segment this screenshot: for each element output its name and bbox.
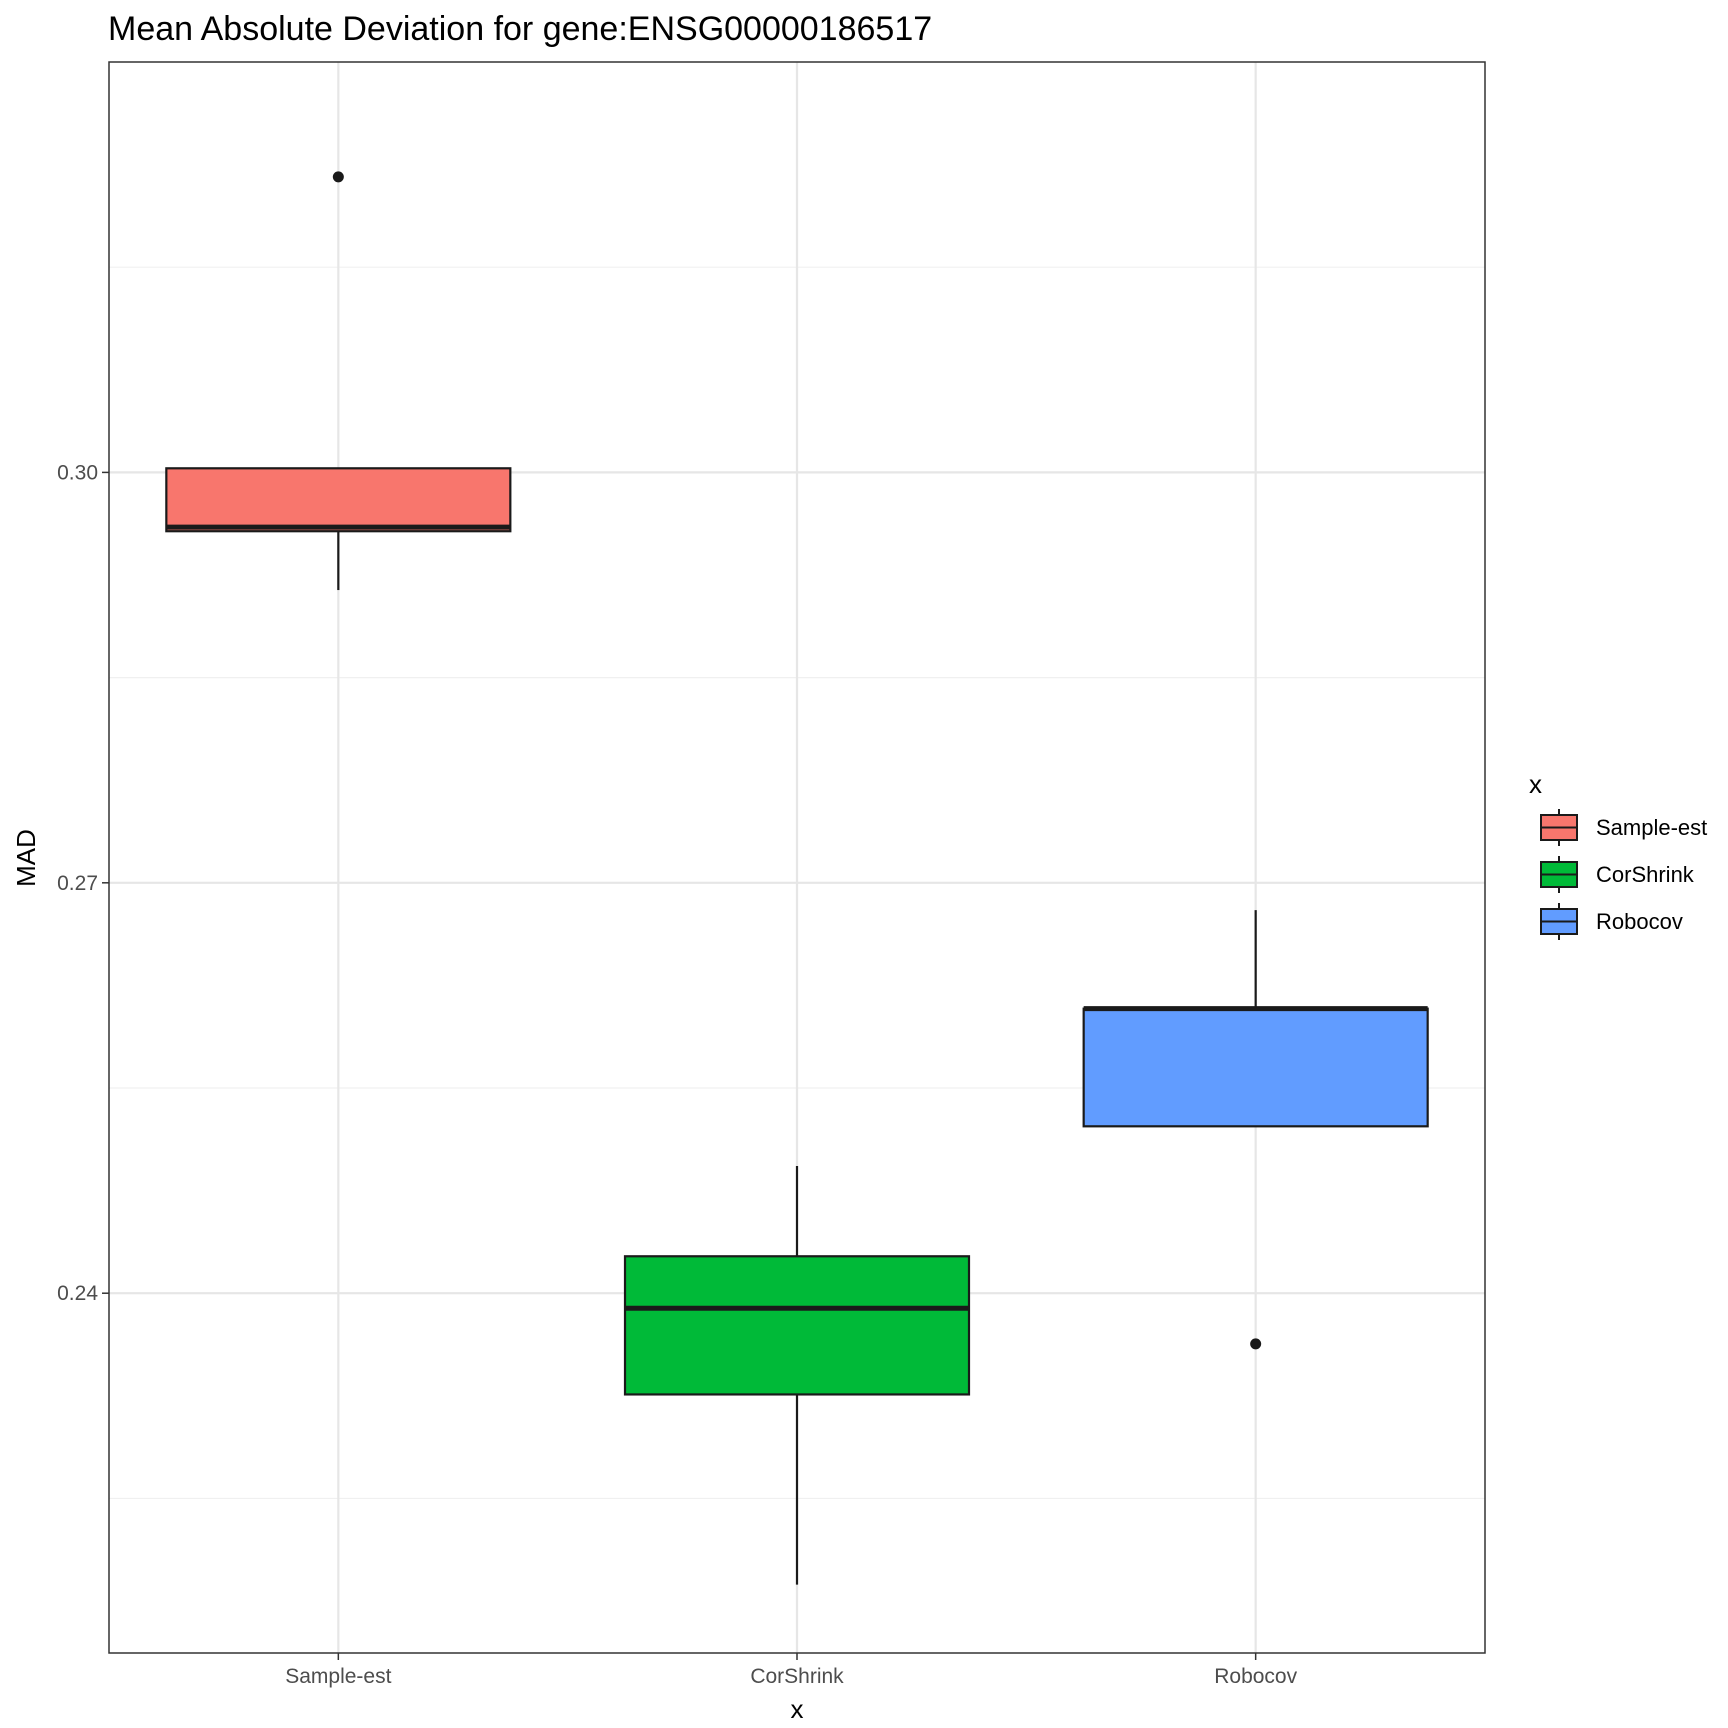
legend-label: CorShrink — [1596, 862, 1695, 887]
outlier-point — [1250, 1338, 1262, 1350]
x-axis: Sample-est CorShrink Robocov — [285, 1653, 1298, 1688]
box-body — [165, 467, 512, 533]
x-axis-title: x — [791, 1694, 804, 1724]
legend: x Sample-est CorShrink Robocov — [1529, 769, 1707, 940]
legend-label: Robocov — [1596, 909, 1683, 934]
legend-key-robocov: Robocov — [1540, 903, 1683, 940]
box-body — [1082, 1007, 1429, 1128]
x-tick-label: CorShrink — [750, 1665, 844, 1688]
outlier-point — [332, 171, 344, 183]
box-body — [623, 1255, 971, 1396]
grid-lines — [109, 62, 1485, 1653]
legend-label: Sample-est — [1596, 815, 1707, 840]
legend-title: x — [1529, 769, 1542, 799]
boxes — [165, 171, 1429, 1585]
box-robocov — [1082, 910, 1429, 1350]
box-corshrink — [623, 1165, 971, 1585]
y-tick-label: 0.24 — [57, 1282, 98, 1305]
legend-key-corshrink: CorShrink — [1540, 856, 1695, 893]
plot-panel — [108, 61, 1486, 1654]
y-axis-title: MAD — [11, 829, 41, 887]
chart-title: Mean Absolute Deviation for gene:ENSG000… — [108, 10, 932, 48]
legend-key-sample-est: Sample-est — [1540, 809, 1707, 846]
y-tick-label: 0.27 — [57, 872, 98, 895]
y-tick-label: 0.30 — [57, 461, 98, 484]
y-axis: 0.24 0.27 0.30 — [57, 461, 109, 1305]
x-tick-label: Sample-est — [285, 1665, 391, 1688]
box-sample-est — [165, 171, 512, 591]
x-tick-label: Robocov — [1214, 1665, 1297, 1688]
